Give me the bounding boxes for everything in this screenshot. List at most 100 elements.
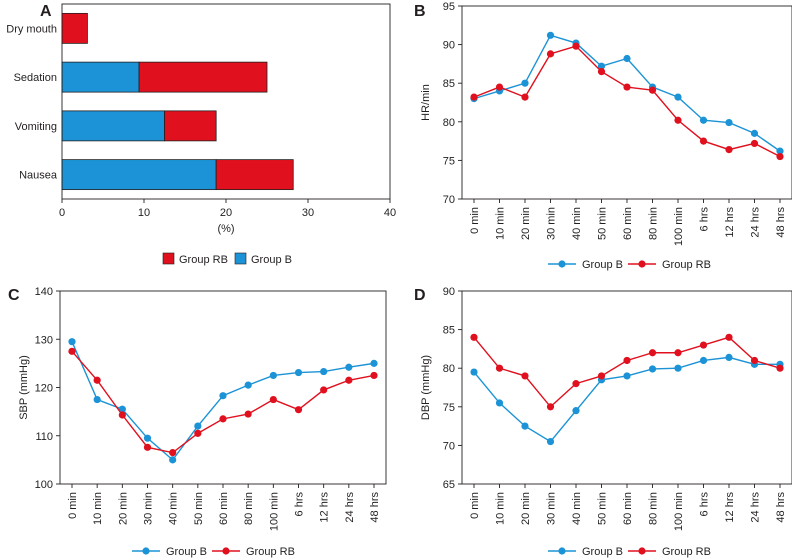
panel-c-letter: C bbox=[8, 287, 20, 304]
data-point-group-b bbox=[546, 437, 555, 446]
data-point-group-rb bbox=[93, 376, 101, 384]
x-tick-label: 40 min bbox=[571, 207, 583, 240]
data-point-group-rb bbox=[674, 116, 682, 124]
x-tick-label: 0 min bbox=[469, 207, 481, 234]
chart-panel-d: D 65 70 75 80 85 90 DBP (mmHg) 0 min 10 min 20 mi… bbox=[414, 286, 792, 558]
x-tick-label: 10 min bbox=[495, 207, 507, 240]
legend-marker-group-rb bbox=[222, 547, 230, 555]
category-label: Nausea bbox=[19, 170, 58, 182]
series-line-group-rb bbox=[473, 45, 781, 158]
y-axis-title: HR/min bbox=[420, 84, 432, 121]
y-tick-label: 110 bbox=[35, 431, 53, 443]
data-point-group-b bbox=[750, 129, 759, 137]
x-tick-label: 20 min bbox=[520, 492, 532, 525]
bar-nausea-group-rb bbox=[215, 159, 294, 191]
x-tick-label: 10 min bbox=[495, 492, 507, 525]
data-point-group-rb bbox=[294, 406, 303, 414]
legend-marker-group-rb bbox=[638, 260, 646, 268]
series-line-group-b bbox=[473, 34, 781, 152]
x-tick-label: 60 min bbox=[622, 492, 634, 525]
data-point-group-b bbox=[699, 356, 708, 365]
data-point-group-rb bbox=[269, 395, 277, 404]
data-point-group-rb bbox=[725, 333, 733, 341]
data-point-group-rb bbox=[597, 68, 606, 76]
y-tick-label: 85 bbox=[443, 78, 455, 90]
series-line-group-b bbox=[71, 341, 375, 461]
x-tick-label: 24 hrs bbox=[344, 492, 356, 523]
data-point-group-rb bbox=[194, 429, 202, 437]
legend-label-group-b: Group B bbox=[582, 259, 623, 271]
panel-d-letter: D bbox=[414, 287, 426, 304]
x-tick-label: 20 bbox=[220, 207, 232, 219]
x-tick-label: 12 hrs bbox=[319, 492, 331, 523]
bar-vomiting-group-rb bbox=[164, 110, 217, 142]
data-point-group-b bbox=[370, 359, 378, 367]
data-point-group-b bbox=[68, 338, 76, 346]
x-tick-label: 12 hrs bbox=[724, 207, 736, 238]
data-point-group-rb bbox=[776, 152, 784, 161]
x-tick-label: 50 min bbox=[597, 492, 609, 525]
data-point-group-b bbox=[521, 79, 529, 87]
x-tick-label: 50 min bbox=[193, 492, 205, 525]
data-point-group-rb bbox=[521, 372, 529, 380]
data-point-group-rb bbox=[572, 42, 580, 50]
data-point-group-rb bbox=[648, 86, 657, 94]
legend-marker-group-b bbox=[558, 260, 566, 268]
data-point-group-b bbox=[776, 147, 784, 155]
legend-label-group-b: Group B bbox=[251, 254, 292, 266]
data-point-group-rb bbox=[546, 50, 555, 58]
data-point-group-rb bbox=[370, 371, 378, 380]
x-tick-label: 20 min bbox=[117, 492, 129, 525]
x-tick-label: 100 min bbox=[673, 492, 685, 531]
legend-swatch-group-rb bbox=[162, 252, 175, 265]
x-tick-label: 0 min bbox=[469, 492, 481, 519]
data-point-group-b bbox=[169, 456, 177, 464]
x-tick-label: 60 min bbox=[622, 207, 634, 240]
data-point-group-b bbox=[495, 399, 504, 407]
x-tick-label: 60 min bbox=[218, 492, 230, 525]
legend-label-group-rb: Group RB bbox=[179, 254, 228, 266]
data-point-group-rb bbox=[169, 449, 177, 457]
y-tick-label: 65 bbox=[443, 479, 455, 491]
data-point-group-b bbox=[470, 368, 478, 376]
data-point-group-b bbox=[194, 422, 202, 430]
data-point-group-b bbox=[118, 405, 126, 413]
x-tick-label: 24 hrs bbox=[750, 492, 762, 523]
y-tick-label: 130 bbox=[35, 334, 53, 346]
x-tick-label: 0 min bbox=[67, 492, 79, 519]
x-tick-label: 0 bbox=[59, 207, 65, 219]
y-tick-label: 90 bbox=[443, 286, 455, 298]
data-point-group-b bbox=[623, 372, 631, 380]
series-line-group-b bbox=[473, 356, 780, 443]
data-point-group-rb bbox=[143, 443, 152, 451]
data-point-group-rb bbox=[68, 347, 76, 355]
data-point-group-b bbox=[269, 371, 277, 380]
x-tick-label: 6 hrs bbox=[699, 492, 711, 517]
data-point-group-b bbox=[725, 118, 733, 127]
y-tick-label: 100 bbox=[35, 479, 53, 491]
data-point-group-b bbox=[572, 407, 580, 415]
data-point-group-rb bbox=[750, 356, 759, 365]
y-tick-label: 120 bbox=[35, 383, 53, 395]
y-tick-label: 90 bbox=[443, 40, 455, 52]
x-tick-label: 10 bbox=[138, 207, 150, 219]
x-tick-label: 40 bbox=[384, 207, 396, 219]
x-tick-label: 40 min bbox=[571, 492, 583, 525]
panel-b-letter: B bbox=[414, 3, 426, 20]
x-tick-label: 24 hrs bbox=[750, 207, 762, 238]
legend-marker-group-b bbox=[558, 547, 566, 555]
legend-marker-group-rb bbox=[638, 547, 646, 555]
y-tick-label: 70 bbox=[443, 440, 455, 452]
data-point-group-b bbox=[699, 116, 708, 124]
x-axis-title: (%) bbox=[217, 223, 234, 235]
y-axis-title: DBP (mmHg) bbox=[420, 355, 432, 420]
data-point-group-rb bbox=[118, 411, 126, 419]
bar-vomiting-group-b bbox=[61, 110, 165, 142]
plot-frame bbox=[461, 5, 792, 200]
data-point-group-b bbox=[597, 62, 606, 70]
data-point-group-rb bbox=[572, 380, 580, 388]
x-tick-label: 30 bbox=[302, 207, 314, 219]
x-tick-label: 30 min bbox=[546, 492, 558, 525]
y-tick-label: 75 bbox=[443, 155, 455, 167]
